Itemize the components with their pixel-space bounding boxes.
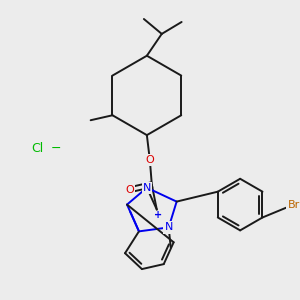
Text: Br: Br: [288, 200, 300, 210]
Text: +: +: [154, 211, 162, 220]
Text: N: N: [164, 222, 173, 233]
Text: Cl: Cl: [32, 142, 44, 154]
Text: −: −: [50, 142, 61, 154]
Text: O: O: [126, 185, 134, 195]
Text: O: O: [146, 155, 154, 165]
Text: N: N: [143, 183, 151, 193]
